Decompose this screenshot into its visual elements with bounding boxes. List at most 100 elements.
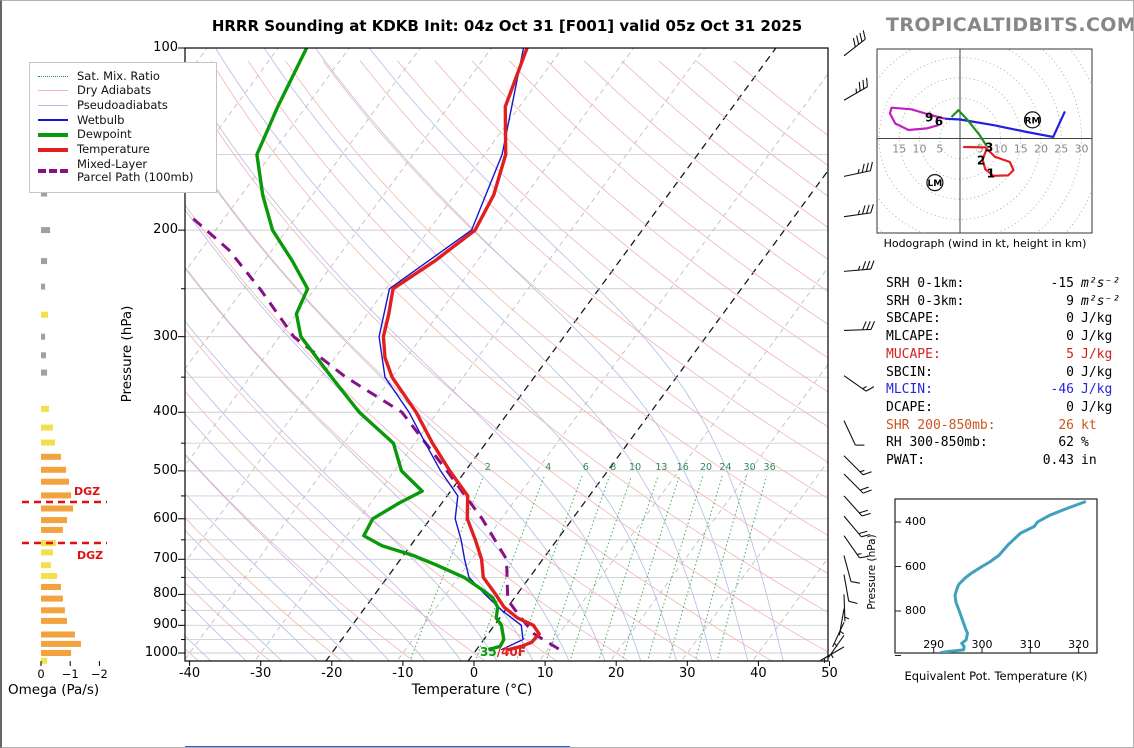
dewpoint-curve — [255, 48, 506, 652]
wind-barb — [843, 574, 858, 605]
wind-barb — [843, 495, 871, 517]
hodograph-ring-label: 15 — [1014, 143, 1028, 156]
storm-motion-marker — [926, 174, 944, 192]
legend-item-dry-adiabats: Dry Adiabats — [38, 83, 208, 97]
pressure-tick-label: 100 — [153, 40, 178, 55]
stat-value: 62 — [1058, 435, 1074, 451]
legend-label: Temperature — [77, 142, 150, 157]
thetae-y-tick-label: 400 — [905, 515, 926, 528]
hodograph-height-label: 1 — [987, 166, 995, 180]
hodograph-caption: Hodograph (wind in kt, height in km) — [883, 237, 1087, 250]
wind-barb — [843, 420, 865, 446]
stat-unit: % — [1081, 435, 1089, 451]
legend-item-dewpoint: Dewpoint — [38, 128, 208, 141]
stat-row: SBCAPE: 0 J/kg — [886, 311, 1132, 326]
hodograph-ring-label: 25 — [1054, 143, 1068, 156]
dgz-lower-label: DGZ — [77, 549, 104, 562]
dry-adiabat-line — [185, 582, 271, 661]
temperature-tick-label: -10 — [392, 666, 414, 681]
bottom-edge-strip — [185, 746, 570, 747]
stat-row: MLCIN: -46 J/kg — [886, 382, 1132, 397]
temperature-tick-label: -40 — [178, 666, 201, 681]
isotherm-line — [254, 48, 706, 661]
mixing-ratio-label: 2 — [485, 462, 491, 473]
wind-barb — [843, 77, 868, 101]
mixing-ratio-label: 30 — [744, 462, 756, 473]
legend-label: Mixed-Layer Parcel Path (100mb) — [77, 156, 194, 185]
omega-bar — [41, 650, 72, 656]
wind-barb — [843, 515, 871, 538]
temperature-tick-label: 30 — [679, 666, 696, 681]
dry-adiabat-line — [185, 204, 702, 661]
temperature-tick-label: -30 — [250, 666, 272, 681]
stat-value: 5 — [1066, 346, 1074, 362]
pressure-tick-label: 800 — [153, 586, 178, 602]
stat-value: 9 — [1066, 293, 1074, 309]
dry-adiabat-line — [185, 142, 773, 661]
skewt-plot-area: 2 4 6 8 10 13 16 20 24 30 36 — [185, 48, 828, 661]
stat-unit: J/kg — [1081, 382, 1113, 398]
stat-value: -46 — [1050, 382, 1074, 398]
wind-barb — [843, 594, 850, 622]
mixing-ratio-label: 16 — [677, 462, 689, 473]
mixing-ratio-line — [474, 475, 545, 661]
stat-label: DCAPE: — [886, 399, 933, 415]
legend-item-sat-mix-ratio: Sat. Mix. Ratio — [38, 69, 208, 83]
dry-adiabat-line — [185, 453, 415, 661]
mixing-ratio-line — [545, 475, 610, 661]
thetae-x-tick-label: 320 — [1068, 638, 1090, 651]
stat-row: SRH 0-1km: -15 m²s⁻² — [886, 276, 1132, 291]
hodograph-ring-label: 5 — [977, 143, 984, 156]
wind-barb — [843, 161, 873, 177]
stat-unit: m²s⁻² — [1081, 276, 1121, 291]
temperature-tick-label: 10 — [536, 666, 554, 681]
thetae-x-tick-label: 310 — [1019, 638, 1041, 651]
wind-barb — [820, 646, 845, 663]
thetae-area — [939, 500, 1087, 653]
thetae-x-tick-label: 300 — [971, 638, 993, 651]
omega-bar — [41, 526, 63, 533]
stat-label: PWAT: — [886, 453, 926, 468]
omega-bar — [41, 352, 46, 359]
omega-bar — [41, 283, 46, 290]
isotherm-line — [467, 169, 828, 661]
omega-bar — [41, 505, 74, 512]
hodograph-trace-0-3km — [963, 145, 1015, 177]
wetbulb-line-swatch — [38, 119, 68, 122]
stat-row: MLCAPE: 0 J/kg — [886, 329, 1132, 344]
mixing-ratio-line — [409, 475, 485, 661]
pressure-tick-label: 900 — [153, 617, 178, 633]
dry-adiabat-line — [247, 60, 828, 574]
legend-item-parcel-path: Mixed-Layer Parcel Path (100mb) — [38, 156, 208, 185]
pressure-tick-label: 500 — [153, 462, 178, 478]
omega-tick-label: 0 — [37, 667, 45, 681]
isotherm-line — [325, 48, 777, 661]
omega-bar — [41, 607, 65, 614]
omega-bar — [41, 478, 69, 485]
pseudoadiabat-line — [185, 208, 570, 661]
temperature-curve — [381, 48, 541, 652]
stat-unit: kt — [1081, 417, 1097, 433]
storm-motion-label: RM — [1025, 116, 1041, 126]
legend-item-pseudoadiabats: Pseudoadiabats — [38, 97, 208, 112]
temperature-axis-label: Temperature (°C) — [411, 682, 533, 698]
chart-title: HRRR Sounding at KDKB Init: 04z Oct 31 [… — [211, 17, 803, 35]
thetae-y-tick-label: 800 — [905, 604, 926, 617]
stat-unit: in — [1081, 453, 1097, 468]
temperature-tick-label: -20 — [321, 666, 343, 681]
mixing-ratio-label: 10 — [629, 462, 641, 473]
mixing-ratio-line — [569, 475, 632, 661]
mixing-ratio-label: 6 — [583, 462, 589, 473]
skewt-axes-border — [184, 47, 829, 662]
legend-label: Pseudoadiabats — [77, 97, 168, 112]
hodograph-ring-label: 10 — [994, 143, 1008, 156]
wind-barb — [843, 455, 872, 476]
dry-adiabat-line — [397, 60, 828, 428]
pseudoadiabat-line — [185, 454, 390, 661]
omega-bar — [41, 517, 67, 524]
mixing-ratio-label: 8 — [610, 462, 616, 473]
hodograph-ring-label: 5 — [936, 143, 943, 156]
omega-bar — [41, 405, 49, 412]
pseudoadiabat-line — [185, 267, 534, 661]
